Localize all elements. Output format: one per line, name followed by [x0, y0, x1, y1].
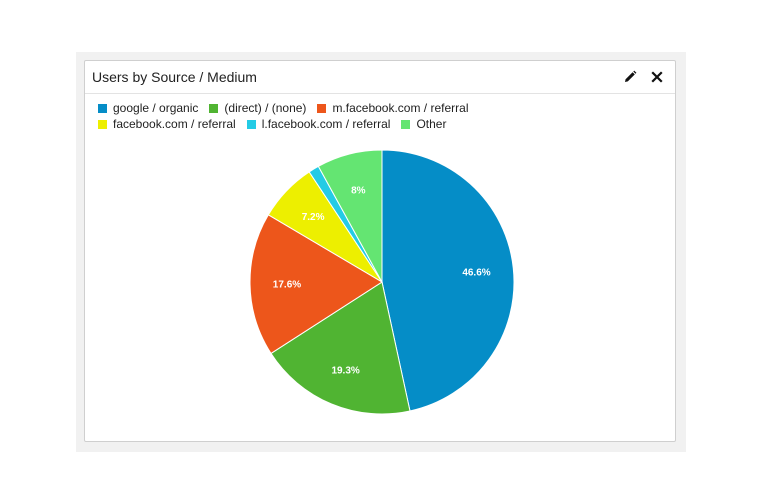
slice-data-label: 7.2% — [302, 212, 325, 223]
widget-title: Users by Source / Medium — [92, 69, 257, 85]
legend-swatch — [98, 120, 107, 129]
widget-header: Users by Source / Medium — [85, 61, 675, 94]
legend-swatch — [401, 120, 411, 129]
legend-swatch — [209, 104, 219, 113]
slice-data-label: 8% — [351, 185, 366, 196]
legend-item[interactable]: Other — [401, 117, 446, 132]
edit-button[interactable] — [619, 66, 641, 88]
legend-item[interactable]: facebook.com / referral — [98, 117, 236, 132]
legend-label: facebook.com / referral — [113, 117, 236, 131]
legend-label: (direct) / (none) — [224, 101, 307, 115]
legend-item[interactable]: google / organic — [98, 101, 198, 116]
legend-item[interactable]: (direct) / (none) — [209, 101, 306, 116]
legend-row: google / organic (direct) / (none) m.fac… — [98, 101, 658, 116]
legend-item[interactable]: l.facebook.com / referral — [246, 117, 391, 132]
legend-item[interactable]: m.facebook.com / referral — [317, 101, 469, 116]
pie-slice[interactable] — [270, 281, 411, 415]
legend-label: m.facebook.com / referral — [332, 101, 469, 115]
slice-data-label: 46.6% — [462, 267, 490, 278]
chart-legend: google / organic (direct) / (none) m.fac… — [98, 101, 658, 133]
slice-data-label: 17.6% — [273, 279, 301, 290]
pie-slice[interactable] — [249, 214, 383, 355]
slice-data-label: 19.3% — [331, 365, 359, 376]
pie-chart: 46.6% 19.3% 17.6% 7.2% 8% — [249, 149, 515, 415]
pie-slice[interactable] — [381, 149, 515, 412]
pie-slice[interactable] — [317, 149, 383, 283]
legend-row: facebook.com / referral l.facebook.com /… — [98, 117, 658, 132]
close-icon — [651, 71, 663, 83]
legend-swatch — [98, 104, 107, 113]
close-button[interactable] — [646, 66, 668, 88]
legend-label: google / organic — [113, 101, 199, 115]
pie-chart-widget: Users by Source / Medium google / organi… — [84, 60, 676, 442]
legend-swatch — [317, 104, 327, 113]
legend-label: Other — [416, 117, 447, 131]
legend-swatch — [246, 120, 256, 129]
legend-label: l.facebook.com / referral — [261, 117, 391, 131]
pencil-icon — [625, 70, 637, 82]
